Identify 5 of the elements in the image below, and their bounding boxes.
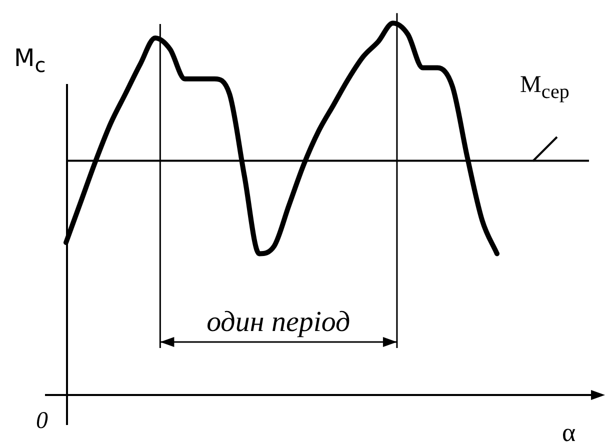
x-axis-title: α	[562, 418, 576, 448]
annotation: один період	[206, 306, 350, 339]
ref-line-label: M$_{сер}$	[520, 72, 570, 104]
y-axis-title: M$_{c}$	[14, 44, 46, 77]
text: 0	[36, 408, 48, 435]
